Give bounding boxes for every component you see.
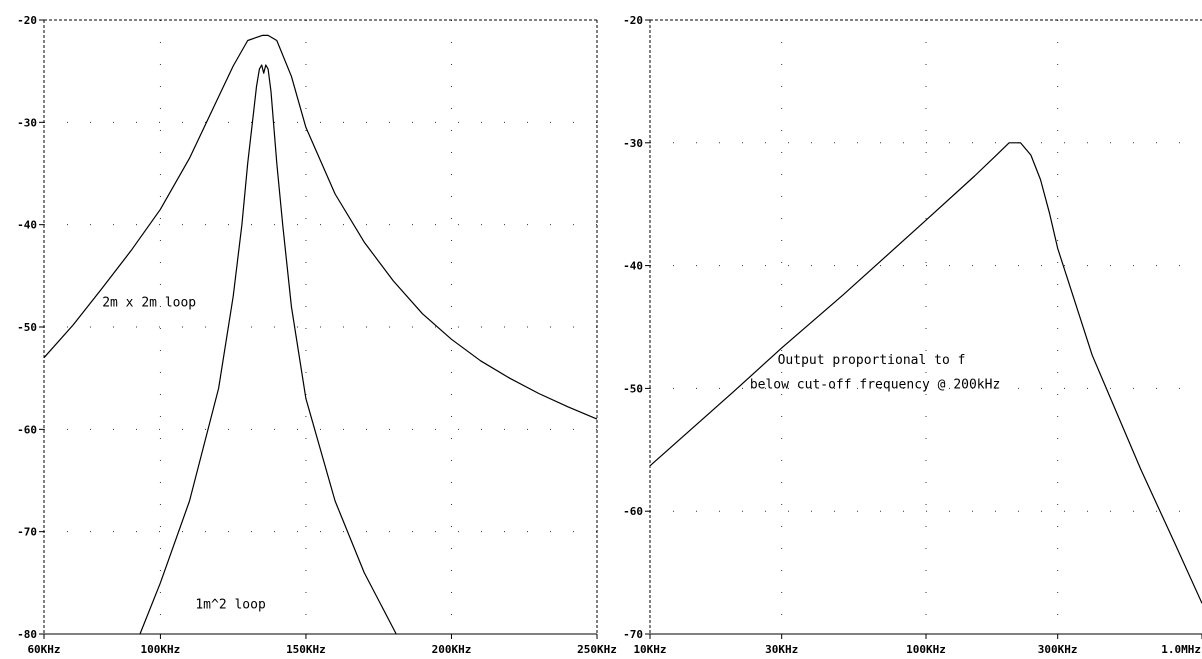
chart-2-series-1-line: [649, 142, 1202, 604]
chart-1-y-tick-label-6: -80: [17, 628, 37, 641]
chart-1-x-tick-label-0: 60KHz: [27, 643, 60, 656]
chart-2-y-tick-label-5: -70: [623, 628, 643, 641]
chart-1-x-tick-label-1: 100KHz: [141, 643, 181, 656]
chart-2-y-tick-label-4: -60: [623, 505, 643, 518]
chart-1-y-tick-label-1: -30: [17, 116, 37, 129]
chart-1-x-tick-label-2: 150KHz: [286, 643, 326, 656]
chart-1-series-1-line: [43, 34, 598, 420]
chart-1-y-tick-label-2: -40: [17, 219, 37, 232]
chart-1: -20 -30 -40 -50 -60 -70 -80 60KHz 100KHz 150KHz 20…: [17, 14, 617, 656]
chart-1-annotation-1: 2m x 2m loop: [102, 296, 196, 311]
chart-2-y-tick-label-3: -50: [623, 382, 643, 395]
chart-1-x-tick-label-4: 250KHz: [577, 643, 617, 656]
chart-2-annotation-1: Output proportional to f: [778, 353, 966, 368]
chart-1-y-tick-label-0: -20: [17, 14, 37, 27]
chart-2-annotation-2: below cut-off frequency @ 200kHz: [750, 377, 1000, 392]
chart-2-x-tick-label-4: 1.0MHz: [1161, 643, 1201, 656]
chart-1-y-tick-label-4: -60: [17, 423, 37, 436]
chart-2-x-tick-label-2: 100KHz: [906, 643, 946, 656]
chart-1-y-tick-label-3: -50: [17, 321, 37, 334]
chart-2-x-tick-label-0: 10KHz: [633, 643, 666, 656]
chart-2-x-tick-label-3: 300KHz: [1038, 643, 1078, 656]
chart-2-y-tick-label-1: -30: [623, 137, 643, 150]
chart-2-y-tick-label-0: -20: [623, 14, 643, 27]
chart-2-x-tick-label-1: 30KHz: [765, 643, 798, 656]
chart-1-y-tick-label-5: -70: [17, 526, 37, 539]
chart-1-annotation-2: 1m^2 loop: [195, 597, 266, 612]
chart-2: -20 -30 -40 -50 -60 -70 10KHz 30KHz 100KHz 300KHz…: [623, 14, 1202, 656]
chart-2-y-tick-label-2: -40: [623, 260, 643, 273]
chart-1-x-tick-label-3: 200KHz: [432, 643, 472, 656]
chart-1-series-2-line: [139, 64, 397, 635]
